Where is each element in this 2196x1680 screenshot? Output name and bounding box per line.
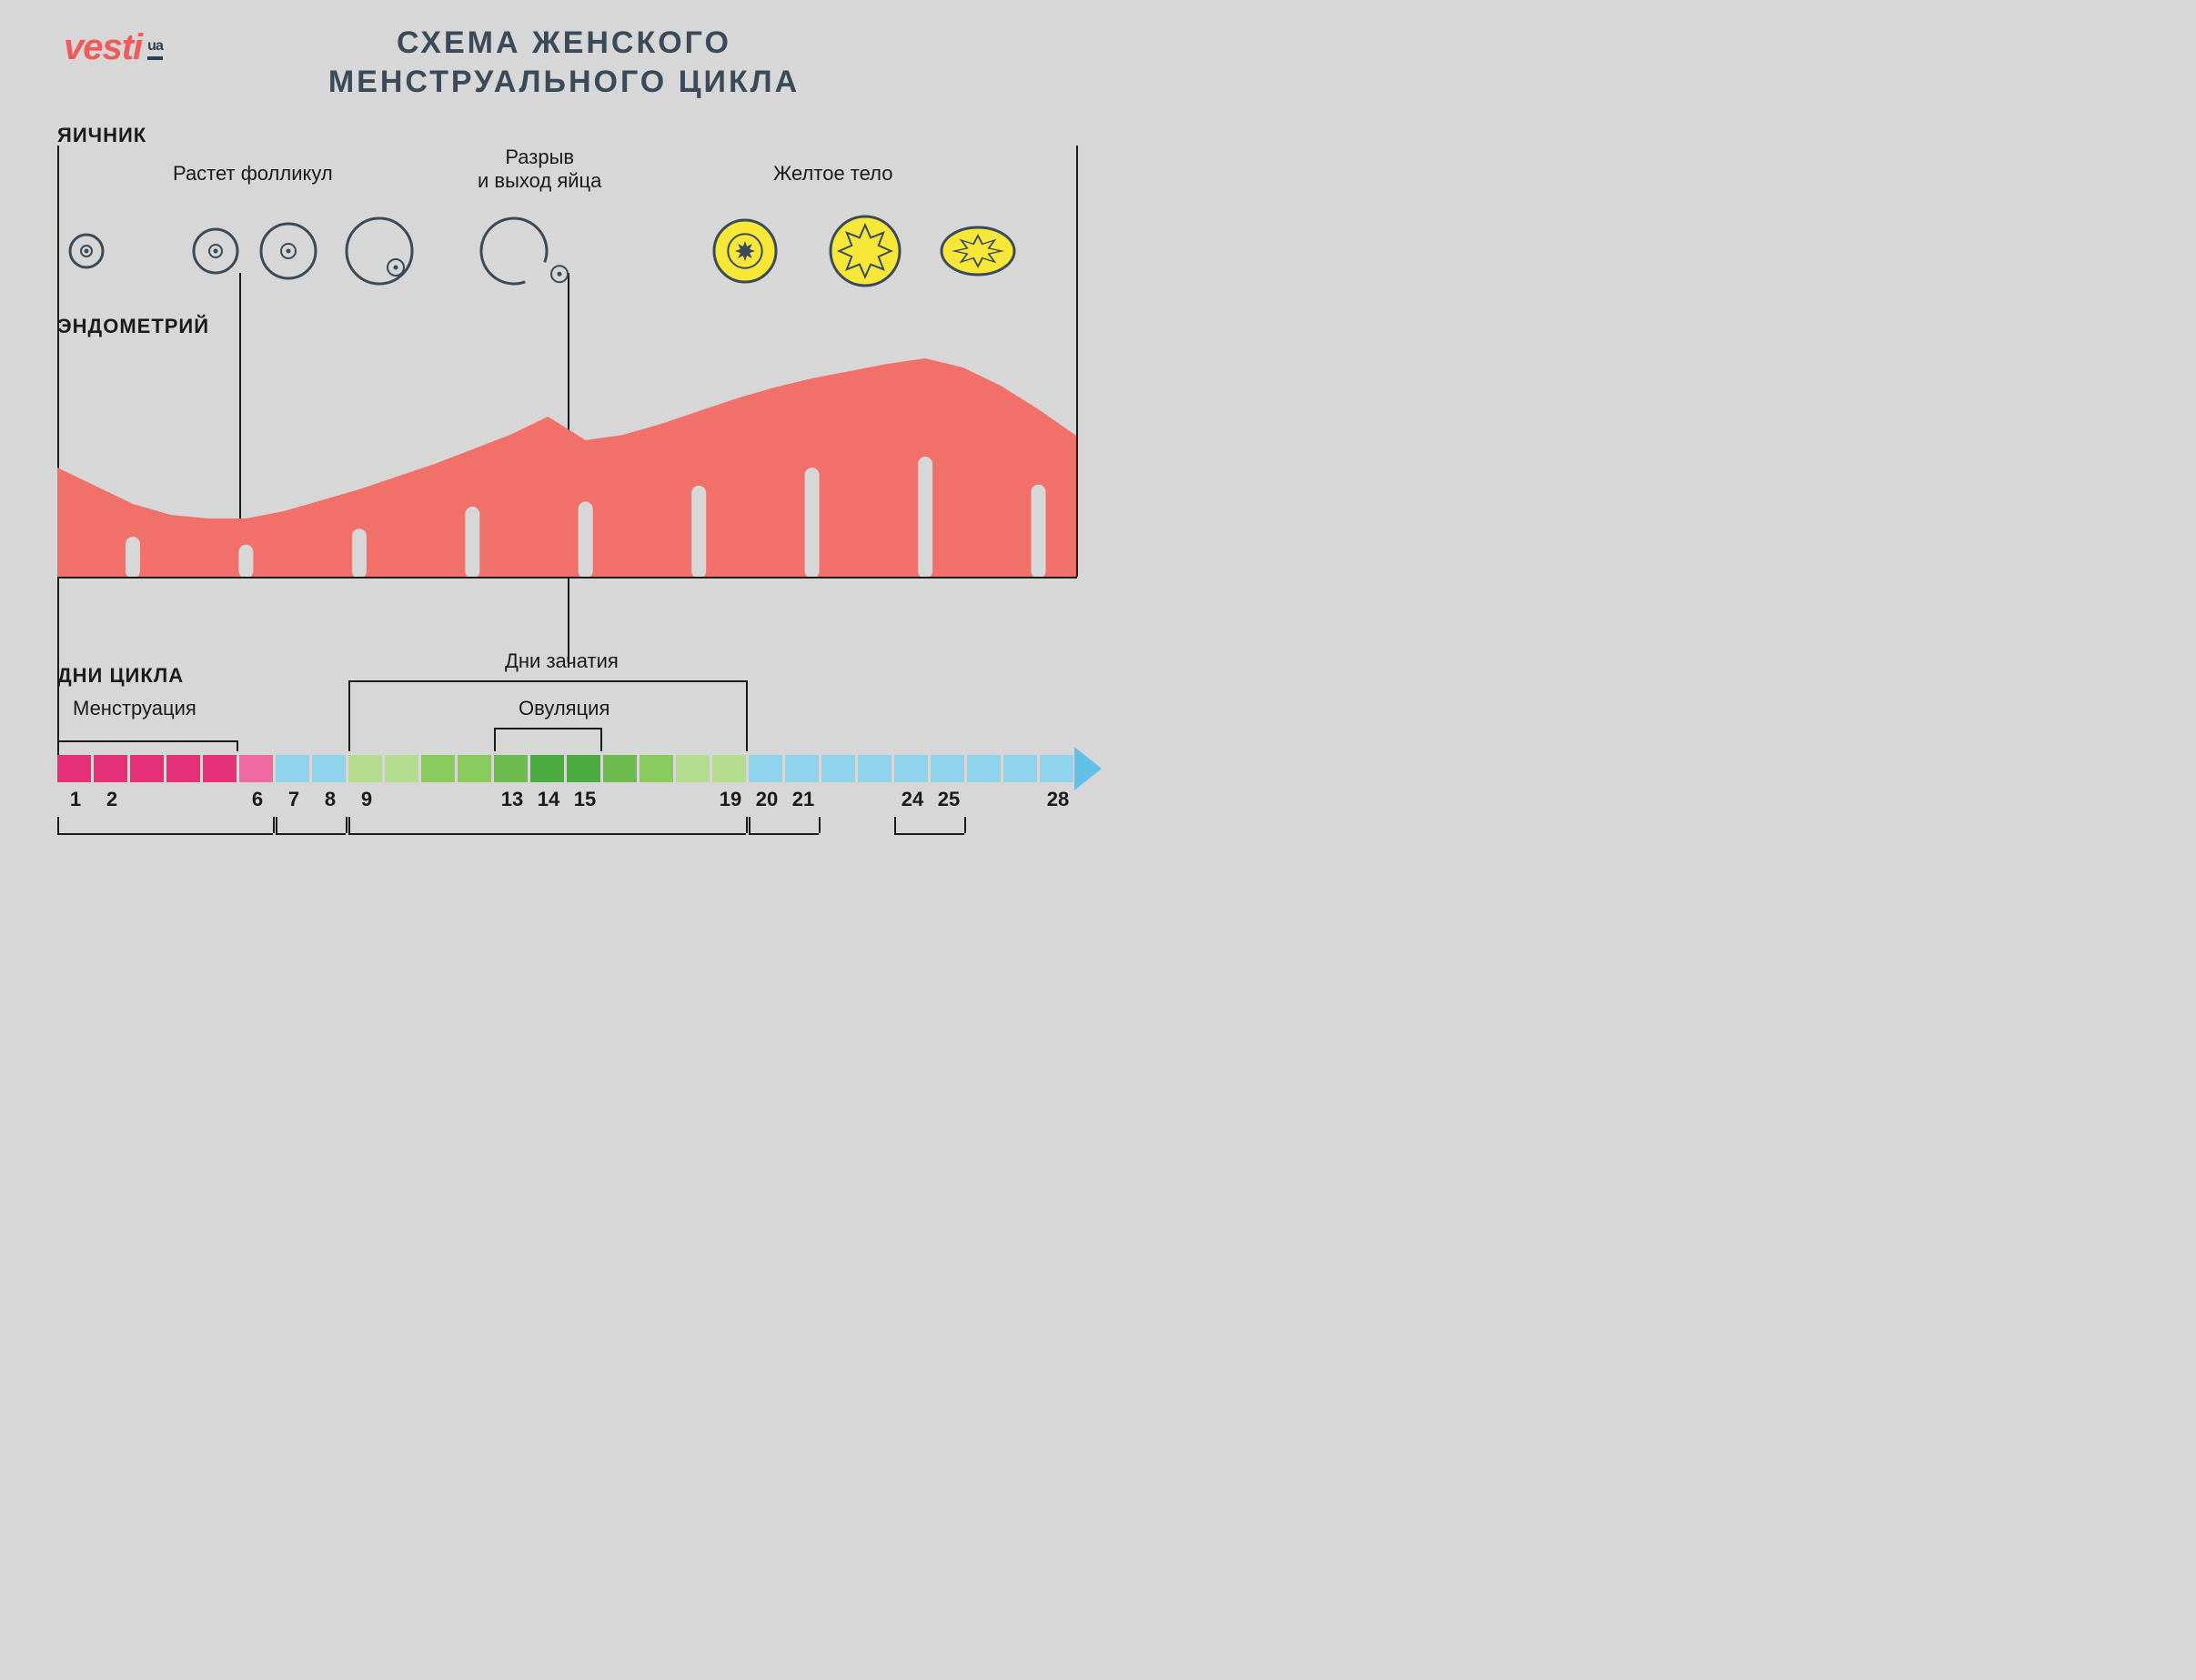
day-cell — [931, 755, 964, 782]
day-number: 20 — [749, 788, 785, 811]
day-cell — [421, 755, 455, 782]
day-number: 28 — [1040, 788, 1076, 811]
bracket-top — [57, 740, 237, 742]
day-cell — [676, 755, 710, 782]
follicle-row — [57, 206, 1076, 287]
label-ovulation: Овуляция — [519, 697, 609, 720]
bracket-side — [348, 817, 350, 833]
day-number: 7 — [276, 788, 312, 811]
bracket-side — [273, 817, 275, 833]
day-cell — [530, 755, 564, 782]
day-number: 6 — [239, 788, 276, 811]
day-cell — [348, 755, 382, 782]
title-line-2: МЕНСТРУАЛЬНОГО ЦИКЛА — [328, 63, 800, 102]
day-bar — [57, 755, 1099, 782]
day-cell — [640, 755, 673, 782]
bracket-side — [237, 740, 238, 751]
day-number: 2 — [94, 788, 130, 811]
title-line-1: СХЕМА ЖЕНСКОГО — [328, 24, 800, 63]
bracket-top — [494, 728, 600, 729]
day-cell — [166, 755, 200, 782]
logo-brand: vesti — [64, 27, 142, 67]
arrow-icon — [1074, 747, 1102, 790]
day-cell — [967, 755, 1001, 782]
endometrium-chart — [57, 340, 1076, 577]
day-cell — [785, 755, 819, 782]
day-cell — [894, 755, 928, 782]
day-number: 15 — [567, 788, 603, 811]
day-number: 25 — [931, 788, 967, 811]
label-ovary: ЯИЧНИК — [57, 124, 146, 147]
day-cell — [385, 755, 418, 782]
day-number: 9 — [348, 788, 385, 811]
day-cell — [1040, 755, 1073, 782]
day-cell — [749, 755, 782, 782]
day-cell — [858, 755, 891, 782]
day-number: 21 — [785, 788, 821, 811]
label-rupture: Разрыв и выход яйца — [478, 146, 601, 194]
bracket-side — [494, 728, 496, 751]
bracket-bottom — [348, 833, 746, 835]
bracket-side — [57, 817, 59, 833]
logo-suffix: ua — [147, 38, 163, 60]
day-cell — [239, 755, 273, 782]
bracket-side — [600, 728, 602, 751]
bracket-side — [819, 817, 821, 833]
bracket-side — [964, 817, 966, 833]
day-cell — [312, 755, 346, 782]
day-cell — [276, 755, 309, 782]
day-cell — [1003, 755, 1037, 782]
day-cell — [458, 755, 491, 782]
bracket-bottom — [57, 833, 273, 835]
main-title: СХЕМА ЖЕНСКОГО МЕНСТРУАЛЬНОГО ЦИКЛА — [328, 24, 800, 101]
bracket-side — [746, 680, 748, 751]
bracket-side — [894, 817, 896, 833]
bracket-side — [749, 817, 750, 833]
logo: vestiua — [64, 27, 163, 68]
day-cell — [712, 755, 746, 782]
label-menstruation: Менструация — [73, 697, 196, 720]
day-number: 8 — [312, 788, 348, 811]
bracket-bottom — [749, 833, 819, 835]
day-number: 24 — [894, 788, 931, 811]
bracket-top — [348, 680, 746, 682]
day-cell — [603, 755, 637, 782]
day-number: 1 — [57, 788, 94, 811]
label-corpus-luteum: Желтое тело — [773, 162, 892, 186]
day-cell — [203, 755, 237, 782]
label-rupture-2: и выход яйца — [478, 169, 601, 193]
label-conception: Дни зачатия — [505, 649, 619, 673]
label-follicle-growth: Растет фолликул — [173, 162, 333, 186]
day-cell — [94, 755, 127, 782]
bracket-side — [346, 817, 348, 833]
label-rupture-1: Разрыв — [478, 146, 601, 169]
bracket-bottom — [276, 833, 346, 835]
day-cell — [130, 755, 164, 782]
endometrium-baseline — [57, 577, 1077, 578]
follicle-icons — [57, 206, 1076, 324]
divider-end — [1076, 146, 1078, 577]
day-number: 19 — [712, 788, 749, 811]
bracket-side — [57, 740, 59, 751]
label-days: ДНИ ЦИКЛА — [57, 664, 184, 688]
day-cell — [821, 755, 855, 782]
bracket-bottom — [894, 833, 964, 835]
day-cell — [567, 755, 600, 782]
bracket-side — [348, 680, 350, 751]
day-cell — [494, 755, 528, 782]
day-cell — [57, 755, 91, 782]
bracket-side — [276, 817, 277, 833]
bracket-side — [746, 817, 748, 833]
day-number: 13 — [494, 788, 530, 811]
day-number: 14 — [530, 788, 567, 811]
